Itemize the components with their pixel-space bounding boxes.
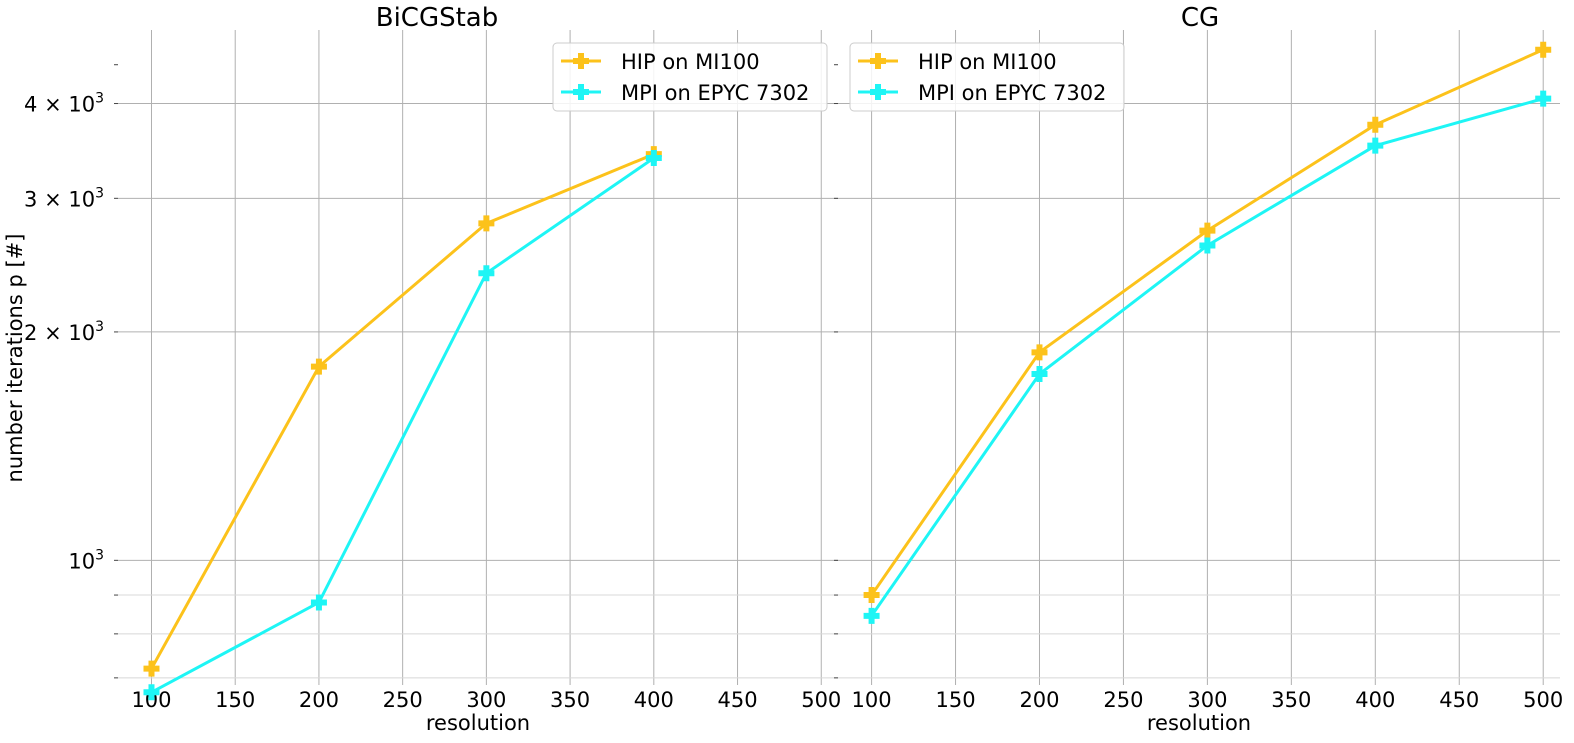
legend-label: HIP on MI100 xyxy=(918,50,1057,74)
y-tick-label: 3 × 103 xyxy=(24,185,104,211)
x-tick-label: 200 xyxy=(299,688,339,712)
legend-label: HIP on MI100 xyxy=(621,50,760,74)
data-point xyxy=(645,150,662,167)
legend: HIP on MI100 MPI on EPYC 7302 xyxy=(849,42,1125,112)
legend-swatch-marker xyxy=(573,53,589,69)
data-point xyxy=(863,607,880,624)
y-tick-label: 4 × 103 xyxy=(24,91,104,117)
panel-cg: 100 150 200 250 300 350 400 450 500 resolution CG H… xyxy=(834,3,1563,735)
x-axis-label: resolution xyxy=(426,711,530,735)
data-point xyxy=(143,660,160,677)
x-tick-label: 500 xyxy=(1523,688,1563,712)
x-tick-label: 300 xyxy=(466,688,506,712)
legend-swatch-marker xyxy=(870,84,886,100)
x-tick-label: 100 xyxy=(852,688,892,712)
y-tick-label: 103 xyxy=(68,547,104,573)
x-axis-label: resolution xyxy=(1147,711,1251,735)
x-tick-label: 300 xyxy=(1187,688,1227,712)
data-point xyxy=(1367,116,1384,133)
x-tick-label: 250 xyxy=(1103,688,1143,712)
data-point xyxy=(1367,137,1384,154)
data-point xyxy=(478,265,495,282)
x-tick-label: 450 xyxy=(717,688,757,712)
series-line xyxy=(150,152,655,670)
data-point xyxy=(1199,222,1216,239)
x-tick-label: 400 xyxy=(1355,688,1395,712)
chart-title: BiCGStab xyxy=(376,3,499,33)
data-point xyxy=(1031,344,1048,361)
data-point xyxy=(310,358,327,375)
x-tick-label: 500 xyxy=(801,688,841,712)
x-tick-label: 150 xyxy=(215,688,255,712)
series-line xyxy=(150,156,655,694)
legend-box xyxy=(552,42,828,112)
data-point xyxy=(310,594,327,611)
legend-box xyxy=(849,42,1125,112)
x-tick-label: 450 xyxy=(1439,688,1479,712)
y-axis-label: number iterations p [#] xyxy=(3,234,27,483)
legend-label: MPI on EPYC 7302 xyxy=(918,81,1106,105)
x-tick-label: 350 xyxy=(550,688,590,712)
legend: HIP on MI100 MPI on EPYC 7302 xyxy=(552,42,828,112)
data-point xyxy=(478,215,495,232)
data-point xyxy=(1199,237,1216,254)
x-tick-label: 400 xyxy=(634,688,674,712)
legend-swatch-marker xyxy=(573,84,589,100)
data-point xyxy=(1535,90,1552,107)
data-point xyxy=(863,587,880,604)
x-tick-label: 200 xyxy=(1019,688,1059,712)
chart-title: CG xyxy=(1181,3,1219,33)
x-tick-label: 250 xyxy=(383,688,423,712)
x-tick-label: 150 xyxy=(935,688,975,712)
data-point xyxy=(1031,366,1048,383)
legend-swatch-marker xyxy=(870,53,886,69)
data-point xyxy=(1535,41,1552,58)
x-tick-label: 350 xyxy=(1271,688,1311,712)
panel-bicgstab: 103 2 × 103 3 × 103 4 × 103 number iteration… xyxy=(3,3,841,735)
legend-label: MPI on EPYC 7302 xyxy=(621,81,809,105)
data-point xyxy=(143,684,160,701)
y-tick-label: 2 × 103 xyxy=(24,319,104,345)
